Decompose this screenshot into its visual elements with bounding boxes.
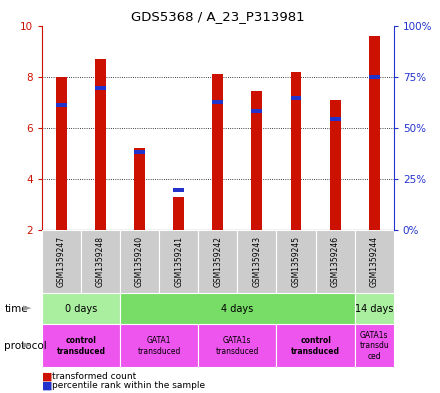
Text: time: time [4, 303, 28, 314]
Text: GSM1359243: GSM1359243 [253, 236, 261, 287]
Bar [95, 86, 106, 90]
Text: ■: ■ [42, 381, 52, 391]
Title: GDS5368 / A_23_P313981: GDS5368 / A_23_P313981 [131, 10, 304, 23]
Bar [213, 100, 223, 104]
Bar [290, 96, 301, 100]
Bar [120, 230, 159, 293]
Bar [315, 230, 355, 293]
Bar [173, 188, 184, 192]
Bar [369, 75, 380, 79]
Bar [134, 150, 145, 154]
Bar [213, 74, 223, 230]
Text: GSM1359244: GSM1359244 [370, 236, 379, 287]
Text: GSM1359248: GSM1359248 [96, 236, 105, 287]
Bar [251, 109, 262, 113]
Bar [173, 196, 184, 230]
Bar [134, 148, 145, 230]
Bar [42, 230, 81, 293]
Text: GATA1s
transduced: GATA1s transduced [216, 336, 259, 356]
Bar [198, 230, 237, 293]
Bar [198, 324, 276, 367]
Bar [251, 91, 262, 230]
Text: GSM1359241: GSM1359241 [174, 236, 183, 287]
Text: 4 days: 4 days [221, 303, 253, 314]
Bar [355, 230, 394, 293]
Bar [120, 293, 355, 324]
Text: ►: ► [23, 340, 32, 350]
Text: control
transduced: control transduced [56, 336, 106, 356]
Bar [276, 324, 355, 367]
Bar [355, 324, 394, 367]
Bar [330, 99, 341, 230]
Bar [42, 324, 120, 367]
Text: GSM1359245: GSM1359245 [292, 236, 301, 287]
Text: GSM1359246: GSM1359246 [330, 236, 340, 287]
Text: GSM1359242: GSM1359242 [213, 236, 222, 287]
Bar [330, 117, 341, 121]
Text: transformed count: transformed count [52, 372, 136, 381]
Bar [237, 230, 276, 293]
Bar [95, 59, 106, 230]
Bar [355, 293, 394, 324]
Bar [276, 230, 315, 293]
Text: control
transduced: control transduced [291, 336, 340, 356]
Text: GATA1
transduced: GATA1 transduced [137, 336, 181, 356]
Bar [120, 324, 198, 367]
Bar [81, 230, 120, 293]
Text: GATA1s
transdu
ced: GATA1s transdu ced [359, 331, 389, 361]
Bar [159, 230, 198, 293]
Text: ►: ► [23, 303, 32, 313]
Text: protocol: protocol [4, 341, 47, 351]
Bar [290, 72, 301, 230]
Text: 0 days: 0 days [65, 303, 97, 314]
Text: GSM1359247: GSM1359247 [57, 236, 66, 287]
Text: GSM1359240: GSM1359240 [135, 236, 144, 287]
Bar [56, 77, 67, 230]
Bar [56, 103, 67, 107]
Bar [369, 36, 380, 230]
Text: 14 days: 14 days [355, 303, 393, 314]
Bar [42, 293, 120, 324]
Text: ■: ■ [42, 371, 52, 382]
Text: percentile rank within the sample: percentile rank within the sample [52, 382, 205, 390]
